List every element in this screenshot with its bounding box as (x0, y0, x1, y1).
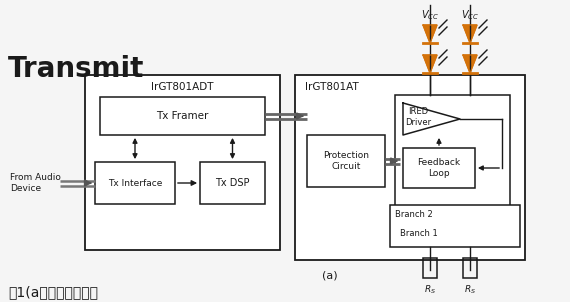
Text: IrGT801AT: IrGT801AT (305, 82, 359, 92)
Polygon shape (463, 55, 477, 73)
Text: Feedback
Loop: Feedback Loop (417, 158, 461, 178)
Bar (85, 75, 280, 250)
Bar (307, 135, 385, 187)
Bar (463, 258, 477, 278)
Text: $R_S$: $R_S$ (464, 284, 476, 297)
Bar (403, 148, 475, 188)
Text: Tx DSP: Tx DSP (215, 178, 250, 188)
Text: IrGT801ADT: IrGT801ADT (151, 82, 214, 92)
Bar (390, 205, 520, 247)
Text: Tx Interface: Tx Interface (108, 178, 162, 188)
Text: $R_S$: $R_S$ (424, 284, 436, 297)
Bar (423, 258, 437, 278)
Text: $V_{CC}$: $V_{CC}$ (421, 8, 439, 22)
Polygon shape (423, 25, 437, 43)
Text: Protection
Circuit: Protection Circuit (323, 151, 369, 171)
Text: Branch 2: Branch 2 (395, 210, 433, 219)
Bar (395, 95, 510, 243)
Text: Transmit: Transmit (8, 55, 144, 83)
Text: IRED
Driver: IRED Driver (405, 107, 431, 127)
Text: Tx Framer: Tx Framer (156, 111, 209, 121)
Bar (200, 162, 265, 204)
Text: Branch 1: Branch 1 (400, 229, 438, 238)
Text: (a): (a) (322, 270, 338, 280)
Polygon shape (423, 55, 437, 73)
Bar (95, 162, 175, 204)
Bar (100, 97, 265, 135)
Polygon shape (463, 25, 477, 43)
Bar (295, 75, 525, 260)
Text: $V_{CC}$: $V_{CC}$ (461, 8, 479, 22)
Text: From Audio
Device: From Audio Device (10, 173, 61, 193)
Text: 图1(a）发射器原理图: 图1(a）发射器原理图 (8, 285, 98, 299)
